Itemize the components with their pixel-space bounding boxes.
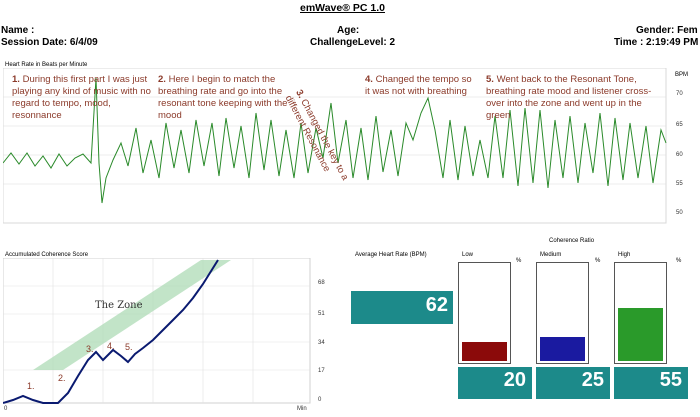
coherence-chart (3, 258, 311, 404)
annotation-4-text: Changed the tempo so it was not with bre… (365, 74, 472, 97)
hr-tick-65: 65 (676, 122, 683, 128)
annotation-5: 5. Went back to the Resonant Tone, breat… (486, 74, 666, 122)
coherence-ratio-title: Coherence Ratio (549, 238, 595, 244)
annotation-4-number: 4. (365, 74, 373, 85)
coherence-x-start: 0 (4, 406, 8, 412)
coherence-marker-3: 3. (86, 344, 94, 354)
coherence-marker-5: 5. (125, 342, 133, 352)
heart-rate-plot-frame (3, 68, 667, 224)
medium-label: Medium (540, 252, 562, 258)
annotation-1-text: During this first part I was just playin… (12, 74, 151, 121)
high-bar-frame (614, 262, 667, 364)
annotation-5-text: Went back to the Resonant Tone, breathin… (486, 74, 652, 121)
heart-rate-unit: BPM (675, 72, 689, 78)
high-percent-symbol: % (676, 258, 682, 264)
medium-bar-frame (536, 262, 589, 364)
coherence-y-tick-17: 17 (318, 368, 325, 374)
coherence-marker-1: 1. (27, 381, 35, 391)
annotation-2-number: 2. (158, 74, 166, 85)
low-label: Low (462, 252, 474, 258)
gender-label: Gender: Fem (636, 25, 698, 36)
coherence-marker-2: 2. (58, 373, 66, 383)
annotation-2: 2. Here I begin to match the breathing r… (158, 74, 310, 122)
low-ratio-value: 20 (458, 367, 532, 399)
annotation-4: 4. Changed the tempo so it was not with … (365, 74, 477, 98)
app-title: emWave® PC 1.0 (300, 2, 385, 14)
coherence-score-line (3, 259, 219, 404)
coherence-marker-4: 4. (107, 341, 115, 351)
hr-tick-70: 70 (676, 91, 683, 97)
medium-ratio-value: 25 (536, 367, 610, 399)
coherence-title: Accumulated Coherence Score (5, 252, 89, 258)
heart-rate-chart (3, 68, 667, 224)
hr-tick-55: 55 (676, 181, 683, 187)
average-hr-value: 62 (351, 291, 453, 324)
average-hr-label: Average Heart Rate (BPM) (355, 252, 427, 258)
hr-tick-60: 60 (676, 152, 683, 158)
annotation-1-number: 1. (12, 74, 20, 85)
the-zone-label: The Zone (95, 300, 143, 311)
age-label: Age: (337, 25, 360, 36)
high-bar-fill (618, 308, 663, 361)
the-zone-region (33, 260, 231, 370)
medium-percent-symbol: % (595, 258, 601, 264)
low-bar-fill (462, 342, 507, 361)
coherence-y-tick-51: 51 (318, 311, 325, 317)
annotation-5-number: 5. (486, 74, 494, 85)
coherence-y-tick-68: 68 (318, 280, 325, 286)
medium-bar-fill (540, 337, 585, 361)
name-label: Name : (1, 25, 35, 36)
heart-rate-title: Heart Rate in Beats per Minute (5, 62, 88, 68)
coherence-y-tick-34: 34 (318, 340, 325, 346)
low-percent-symbol: % (516, 258, 522, 264)
annotation-2-text: Here I begin to match the breathing rate… (158, 74, 288, 121)
session-date: Session Date: 6/4/09 (1, 37, 98, 48)
coherence-y-tick-0: 0 (318, 397, 322, 403)
high-ratio-value: 55 (614, 367, 688, 399)
coherence-plot-frame (3, 258, 311, 404)
session-time: Time : 2:19:49 PM (614, 37, 699, 48)
heart-rate-line (3, 77, 667, 204)
hr-tick-50: 50 (676, 210, 683, 216)
low-bar-frame (458, 262, 511, 364)
challenge-level: ChallengeLevel: 2 (310, 37, 396, 48)
high-label: High (618, 252, 631, 258)
coherence-x-unit: Min (297, 406, 307, 412)
annotation-1: 1. During this first part I was just pla… (12, 74, 160, 122)
